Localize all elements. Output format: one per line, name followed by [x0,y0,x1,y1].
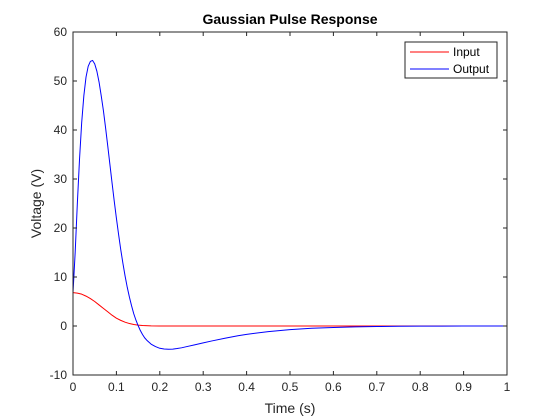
y-tick-label: 60 [54,25,68,39]
x-tick-label: 0.9 [455,380,472,394]
y-tick-label: 30 [54,172,68,186]
ticks-layer: 0 0.1 0.2 0.3 0.4 0.5 0.6 0.7 0.8 0.9 1-1001020304… [50,25,511,394]
x-tick-label: 1 [504,380,511,394]
series-line-input [72,292,507,327]
y-tick-label: 40 [54,123,68,137]
y-tick-label: -10 [50,368,68,382]
legend: Input Output [404,41,498,79]
series-line-output [72,59,507,350]
legend-label-input: Input [453,45,480,59]
y-tick-label: 10 [54,270,68,284]
y-tick-label: 50 [54,74,68,88]
plot-area [73,32,507,375]
x-tick-label: 0.2 [151,380,168,394]
y-axis-label: Voltage (V) [28,169,44,238]
legend-label-output: Output [453,62,490,76]
x-axis-label: Time (s) [265,400,316,416]
x-tick-label: 0.1 [108,380,125,394]
y-tick-label: 20 [54,221,68,235]
x-tick-label: 0.8 [412,380,429,394]
y-tick-label: 0 [60,319,67,333]
series-layer [72,59,507,350]
x-tick-label: 0.4 [238,380,255,394]
x-tick-label: 0.6 [325,380,342,394]
x-tick-label: 0.3 [195,380,212,394]
legend-box [404,41,498,79]
x-tick-label: 0 [70,380,77,394]
x-tick-label: 0.7 [368,380,385,394]
chart-title: Gaussian Pulse Response [202,11,377,27]
x-tick-label: 0.5 [282,380,299,394]
